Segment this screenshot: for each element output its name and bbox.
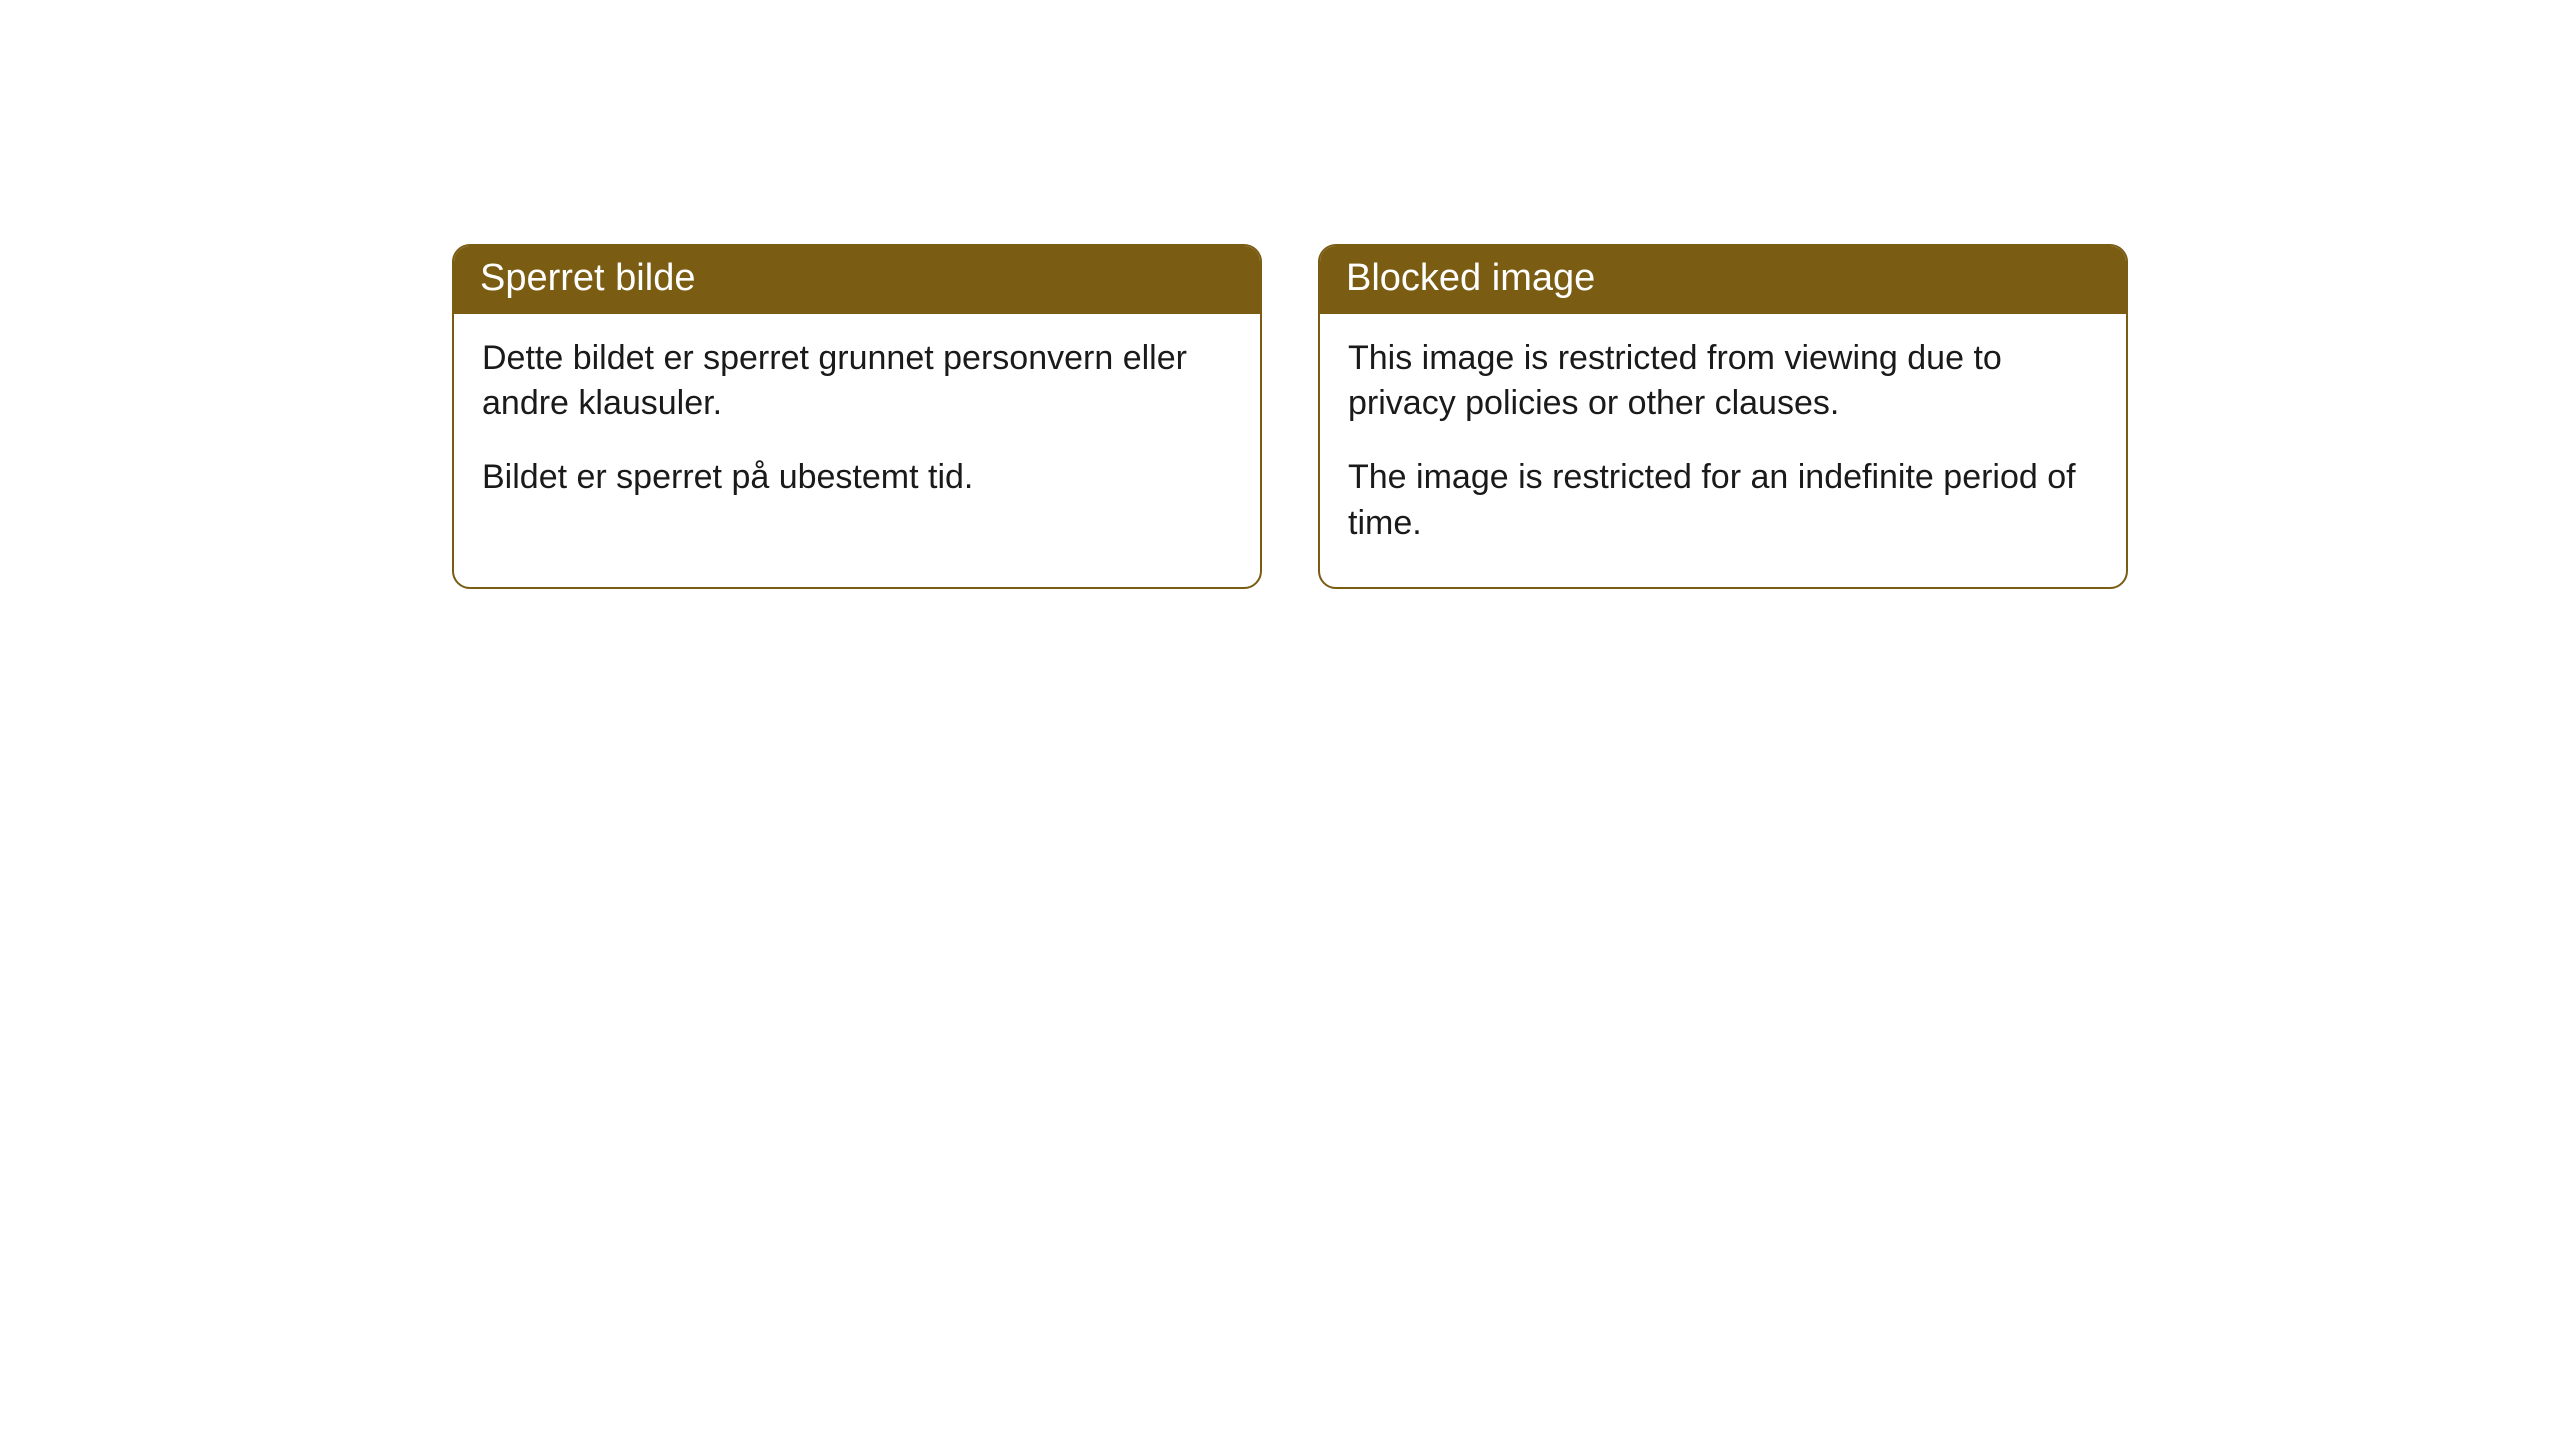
card-body: Dette bildet er sperret grunnet personve…	[454, 314, 1260, 542]
card-paragraph: The image is restricted for an indefinit…	[1348, 455, 2098, 547]
card-paragraph: This image is restricted from viewing du…	[1348, 336, 2098, 428]
card-paragraph: Dette bildet er sperret grunnet personve…	[482, 336, 1232, 428]
card-paragraph: Bildet er sperret på ubestemt tid.	[482, 455, 1232, 501]
notice-card-norwegian: Sperret bilde Dette bildet er sperret gr…	[452, 244, 1262, 589]
card-title: Blocked image	[1346, 257, 1595, 299]
card-header: Sperret bilde	[454, 246, 1260, 314]
card-title: Sperret bilde	[480, 257, 695, 299]
notice-card-english: Blocked image This image is restricted f…	[1318, 244, 2128, 589]
card-body: This image is restricted from viewing du…	[1320, 314, 2126, 588]
notice-cards-container: Sperret bilde Dette bildet er sperret gr…	[452, 244, 2128, 589]
card-header: Blocked image	[1320, 246, 2126, 314]
